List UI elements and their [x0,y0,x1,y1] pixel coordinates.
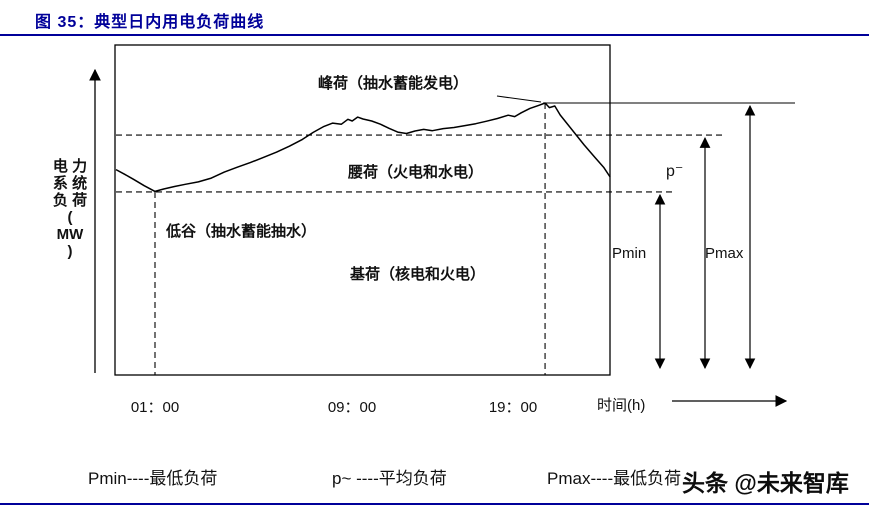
title-divider [0,34,869,36]
plot-box [114,44,611,376]
x-tick-1900: 19：00 [488,399,538,416]
pmax-label: Pmax [705,245,744,262]
load-curve [115,102,611,193]
watermark-text: 头条 @未来智库 [682,470,849,496]
annotation-base-load: 基荷（核电和火电） [350,266,486,283]
x-axis-title: 时间(h) [597,397,646,414]
legend-average: p~ ----平均负荷 [332,469,447,488]
footer-divider [0,503,869,505]
y-axis-title: 电 力 系 统 负 荷 ( MW ) [52,158,88,260]
x-tick-0100: 01：00 [130,399,180,416]
annotation-waist-load: 腰荷（火电和水电） [348,164,484,181]
x-tick-0900: 09：00 [327,399,377,416]
average-load-label: p⁻ [666,163,684,180]
legend-pmax: Pmax----最低负荷 [547,469,682,488]
pmin-label: Pmin [612,245,647,262]
annotation-peak-load: 峰荷（抽水蓄能发电） [318,75,469,92]
figure-caption: 图 35：典型日内用电负荷曲线 [35,14,265,31]
annotation-valley-load: 低谷（抽水蓄能抽水） [166,223,317,240]
legend-pmin: Pmin----最低负荷 [88,469,218,488]
peak-pointer-line [496,95,542,103]
